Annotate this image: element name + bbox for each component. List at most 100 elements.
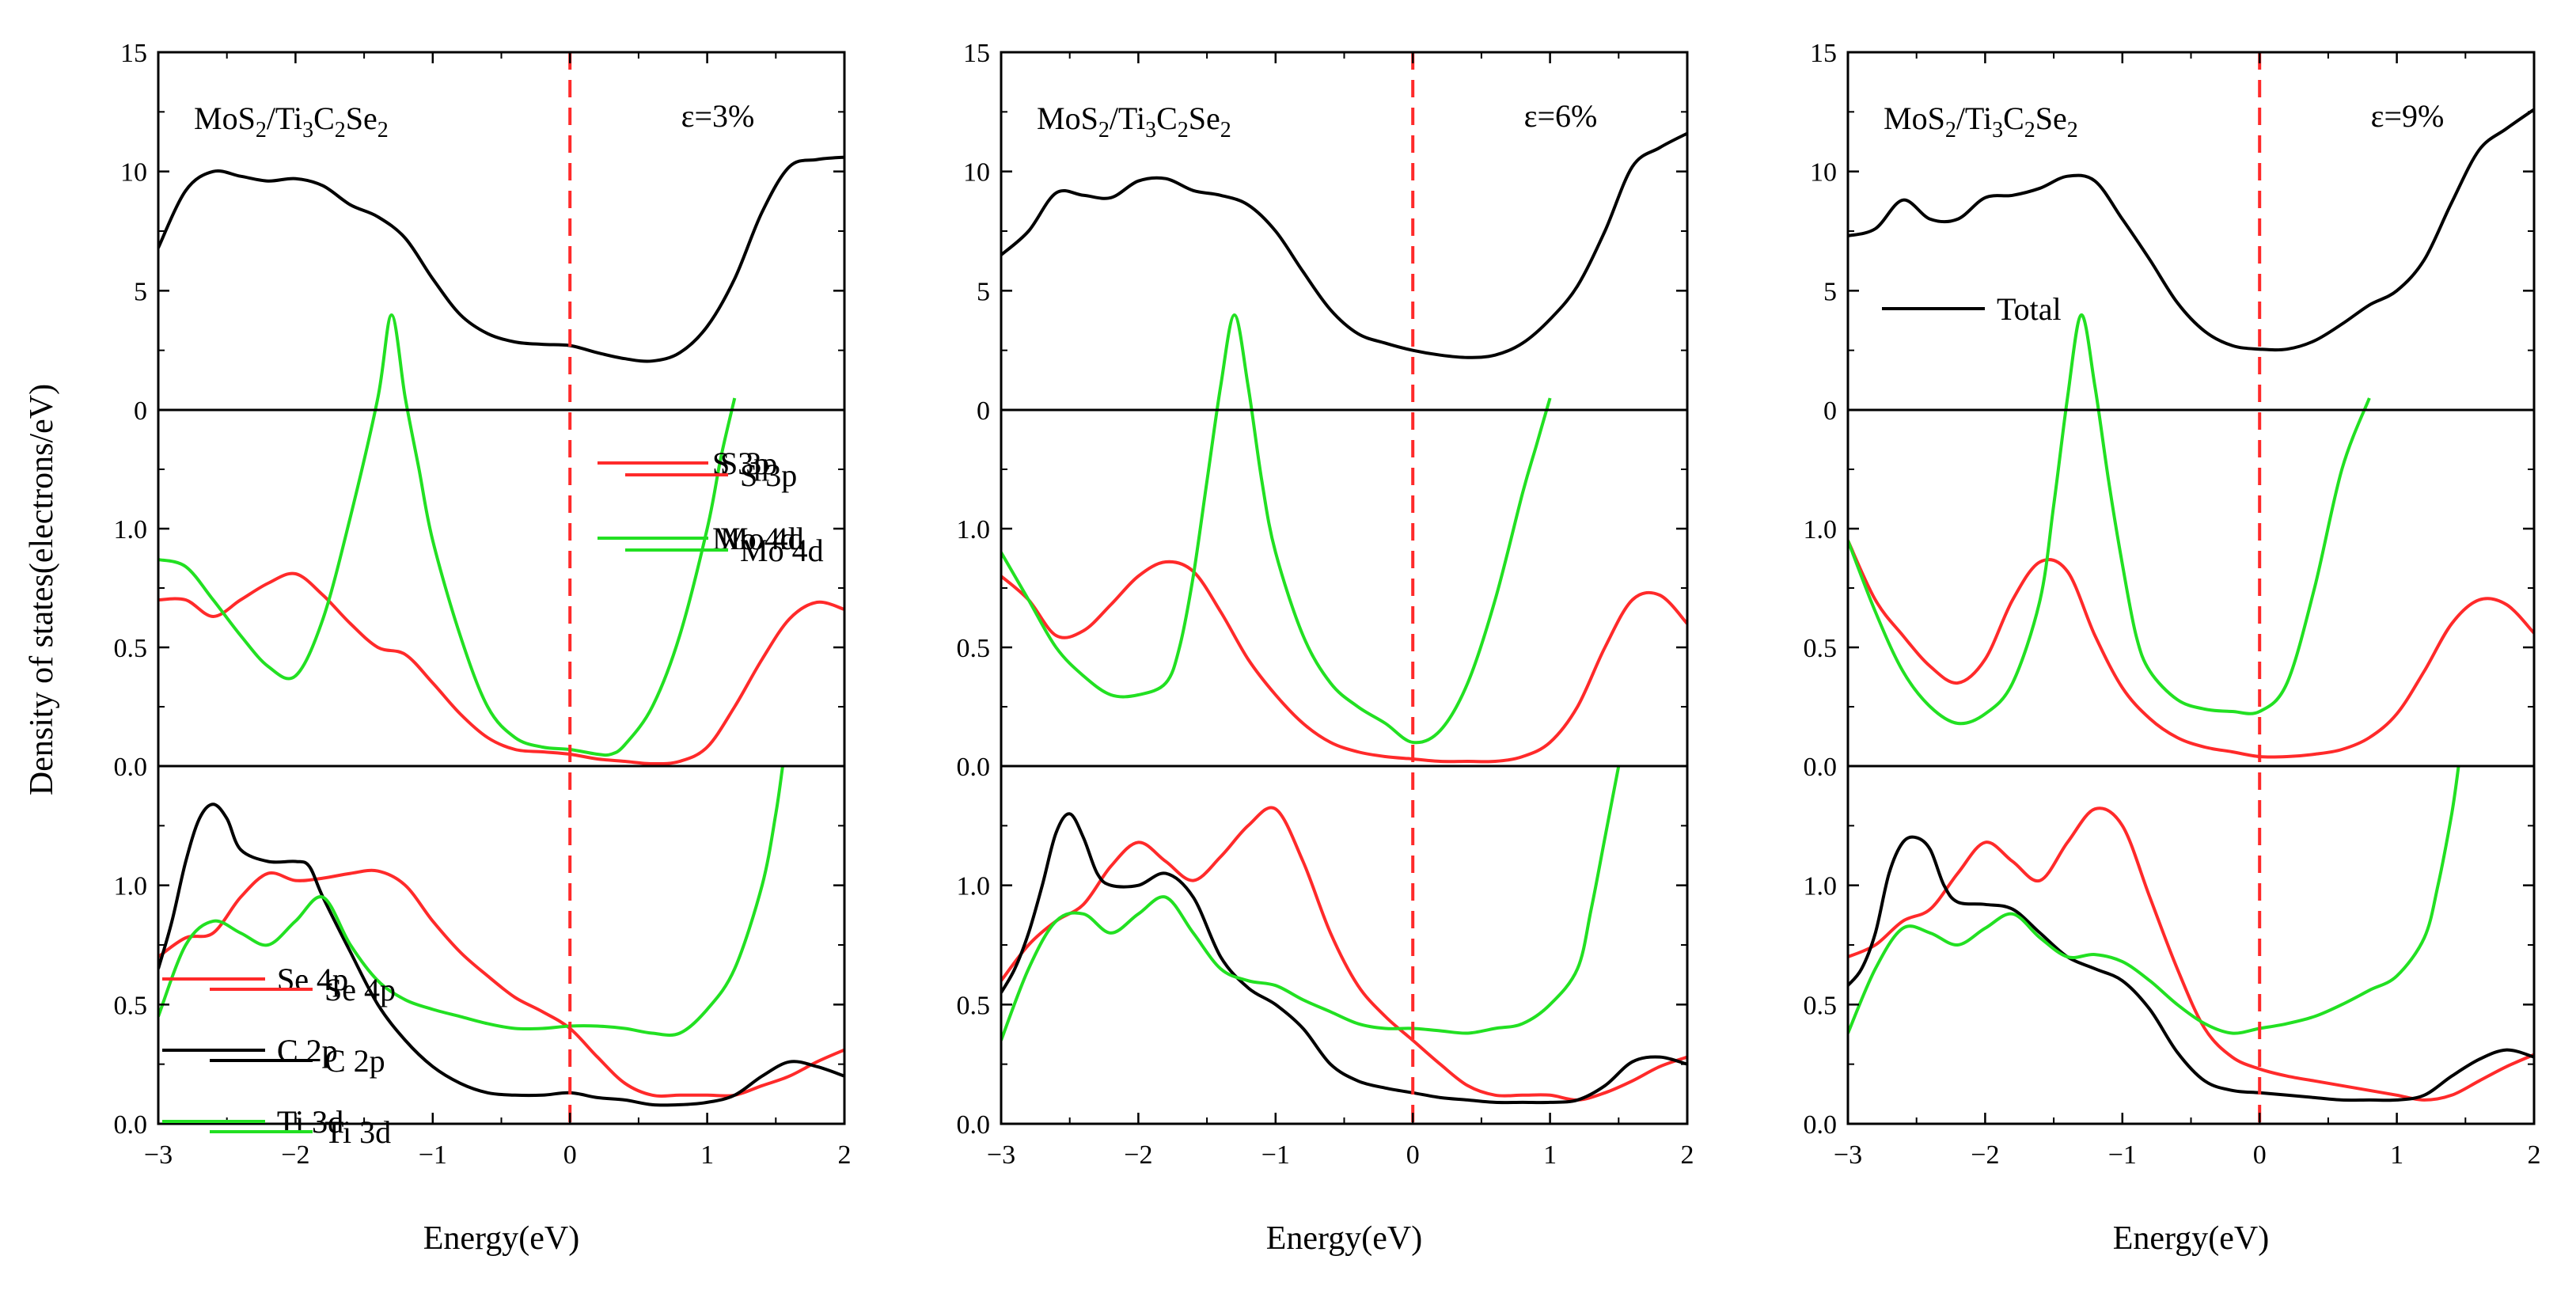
y-tick-label: 0.5 <box>1804 991 1838 1020</box>
y-tick-label: 5 <box>134 277 147 306</box>
y-tick-label: 5 <box>977 277 990 306</box>
y-tick-label: 1.0 <box>957 872 991 901</box>
title-subscript: 2 <box>335 118 346 142</box>
y-tick-label: 0.0 <box>957 753 991 782</box>
curves-mos2 <box>158 313 844 766</box>
subplot-ti3c2se2: 0.0 0.5 1.0 Se 4p C 2p Ti 3d <box>162 765 1687 1140</box>
legend-label: Mo 4d <box>740 533 824 568</box>
y-tick-label: 15 <box>1810 39 1837 68</box>
legend-label: S 3p <box>740 457 797 493</box>
legend-label: Ti 3d <box>277 1104 343 1140</box>
title-subscript: 2 <box>2024 118 2035 142</box>
y-tick-label: 0.5 <box>1804 634 1838 663</box>
x-tick-label: 1 <box>700 1140 714 1170</box>
curves-ti3c2se2 <box>158 765 844 1107</box>
legend-label: C 2p <box>277 1033 338 1068</box>
y-tick-label: 0 <box>1823 396 1837 426</box>
legend-label: C 2p <box>324 1043 385 1079</box>
y-tick-label: 5 <box>1823 277 1837 306</box>
y-tick-label: 10 <box>963 158 990 188</box>
series-line-mo-4d <box>1848 313 2371 726</box>
x-tick-label: −1 <box>419 1140 447 1170</box>
panel-title: MoS2/Ti3C2Se2 <box>194 101 389 142</box>
y-tick-label: 0 <box>977 396 990 426</box>
title-text: /Ti <box>1110 101 1145 136</box>
y-axis-title: Density of states(electrons/eV) <box>24 384 60 795</box>
y-tick-label: 1.0 <box>1804 872 1838 901</box>
x-tick-label: −2 <box>1124 1140 1152 1170</box>
panel-title: MoS2/Ti3C2Se2 <box>1037 101 1231 142</box>
y-tick-label: 10 <box>120 158 147 188</box>
x-tick-label: 0 <box>563 1140 577 1170</box>
x-tick-label: −3 <box>1834 1140 1862 1170</box>
series-line-c-2p <box>1001 812 1687 1105</box>
subplot-mos2: 0.0 0.5 1.0 S 3p Mo 4d <box>598 313 1687 782</box>
legend-label: Se 4p <box>277 962 348 997</box>
x-axis-title: Energy(eV) <box>423 1220 579 1257</box>
legend-label: S 3p <box>720 446 777 481</box>
x-tick-label: 2 <box>1681 1140 1694 1170</box>
title-subscript: 2 <box>1220 118 1231 142</box>
y-tick-label: 0.5 <box>114 634 148 663</box>
legend-label: Se 4p <box>277 962 348 997</box>
y-tick-label: 10 <box>1810 158 1837 188</box>
x-axis-title: Energy(eV) <box>2113 1220 2269 1257</box>
title-subscript: 2 <box>377 118 389 142</box>
y-tick-label: 0.0 <box>1804 753 1838 782</box>
title-text: C <box>2003 101 2024 136</box>
title-subscript: 2 <box>256 118 267 142</box>
x-tick-label: −3 <box>144 1140 173 1170</box>
x-tick-label: 1 <box>2390 1140 2403 1170</box>
x-tick-label: −1 <box>2108 1140 2137 1170</box>
x-tick-label: −3 <box>987 1140 1015 1170</box>
series-line-ti-3d <box>158 765 784 1037</box>
series-line-ti-3d <box>1848 765 2460 1035</box>
curves-total <box>1001 131 1687 359</box>
series-line-s-3p <box>1848 540 2534 759</box>
x-tick-label: 0 <box>2253 1140 2267 1170</box>
x-axis-title: Energy(eV) <box>1266 1220 1422 1257</box>
series-line-se-4p <box>1848 806 2534 1102</box>
title-subscript: 2 <box>1945 118 1956 142</box>
y-tick-label: 1.0 <box>1804 515 1838 544</box>
curves-ti3c2se2 <box>1848 765 2534 1102</box>
y-tick-label: 0.5 <box>957 991 991 1020</box>
title-text: C <box>1156 101 1178 136</box>
panel-title: MoS2/Ti3C2Se2 <box>1884 101 2078 142</box>
series-line-ti-3d <box>1001 765 1621 1041</box>
series-line-c-2p <box>158 802 844 1107</box>
y-tick-label: 15 <box>963 39 990 68</box>
subplot-total: 0 5 10 15 <box>1810 39 2534 426</box>
x-tick-label: 2 <box>2528 1140 2541 1170</box>
title-subscript: 3 <box>1992 118 2003 142</box>
series-line-total <box>158 155 844 363</box>
x-tick-label: 0 <box>1406 1140 1420 1170</box>
y-tick-label: 1.0 <box>114 515 148 544</box>
curves-mos2 <box>1848 313 2534 759</box>
y-tick-label: 0 <box>134 396 147 426</box>
subplot-total: 0 5 10 15 <box>963 39 1687 426</box>
title-subscript: 3 <box>302 118 313 142</box>
series-line-total <box>1001 131 1687 359</box>
series-line-mo-4d <box>1001 313 1552 745</box>
curves-total <box>158 155 844 363</box>
y-tick-label: 1.0 <box>957 515 991 544</box>
strain-label: ε=9% <box>2371 98 2445 134</box>
legend-label-total: Total <box>1997 291 2062 327</box>
title-text: Se <box>2035 101 2067 136</box>
legend-label: C 2p <box>277 1033 338 1068</box>
curves-mos2 <box>1001 313 1687 764</box>
y-tick-label: 1.0 <box>114 872 148 901</box>
subplot-total: 0 5 10 15 <box>120 39 844 426</box>
subplot-ti3c2se2: 0.0 0.5 1.0 Se 4p C 2p Ti 3d <box>114 765 844 1140</box>
title-subscript: 2 <box>2067 118 2078 142</box>
legend-label: Ti 3d <box>324 1114 391 1150</box>
strain-label: ε=6% <box>1524 98 1598 134</box>
series-line-total <box>1848 108 2534 352</box>
y-tick-label: 15 <box>120 39 147 68</box>
title-text: /Ti <box>267 101 302 136</box>
